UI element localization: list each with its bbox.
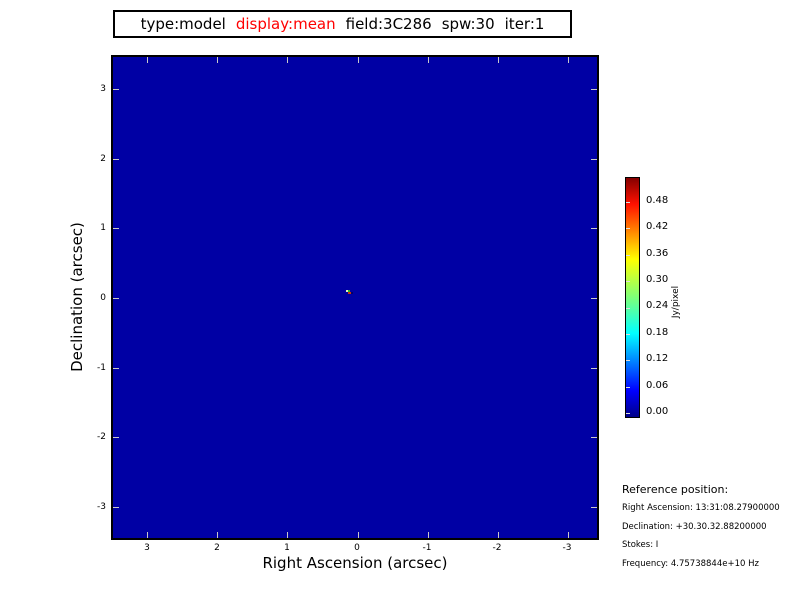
colorbar-tick: [626, 228, 630, 229]
tick-left: [113, 228, 119, 229]
y-tick-label: -3: [97, 502, 106, 512]
tick-top: [217, 57, 218, 63]
title-segment-display: display:mean: [235, 15, 336, 33]
x-axis-label: Right Ascension (arcsec): [262, 554, 448, 572]
tick-bottom: [147, 532, 148, 538]
tick-right: [591, 89, 597, 90]
tick-right: [591, 159, 597, 160]
colorbar-tick-label: 0.36: [646, 248, 669, 259]
point-source-pixel: [346, 290, 348, 292]
colorbar-tick: [626, 387, 630, 388]
tick-left: [113, 159, 119, 160]
image-plot-area: [111, 55, 599, 540]
x-tick-label: 2: [214, 543, 220, 553]
reference-frequency: Frequency: 4.75738844e+10 Hz: [622, 558, 759, 569]
tick-top: [358, 57, 359, 63]
title-box: type:model display:mean field:3C286 spw:…: [113, 10, 572, 38]
colorbar-tick: [626, 255, 630, 256]
colorbar-tick-label: 0.30: [646, 274, 669, 285]
reference-dec: Declination: +30.30.32.88200000: [622, 521, 767, 532]
tick-left: [113, 89, 119, 90]
y-tick-label: 1: [100, 223, 106, 233]
colorbar: [625, 177, 640, 418]
tick-bottom: [287, 532, 288, 538]
tick-right: [591, 228, 597, 229]
tick-right: [591, 298, 597, 299]
x-tick-label: 0: [354, 543, 360, 553]
y-tick-label: 2: [100, 154, 106, 164]
title-segment-field: field:3C286: [345, 15, 432, 33]
colorbar-tick-label: 0.06: [646, 380, 669, 391]
colorbar-tick-label: 0.24: [646, 300, 669, 311]
colorbar-tick: [626, 281, 630, 282]
colorbar-tick-label: 0.18: [646, 327, 669, 338]
x-tick-label: 3: [144, 543, 150, 553]
y-tick-label: -1: [97, 363, 106, 373]
tick-bottom: [217, 532, 218, 538]
title-segment-type: type:model: [140, 15, 226, 33]
reference-position-block: Reference position: Right Ascension: 13:…: [622, 483, 798, 577]
reference-stokes: Stokes: I: [622, 540, 659, 550]
y-axis-label: Declination (arcsec): [68, 222, 86, 372]
point-source-pixel: [348, 290, 350, 292]
x-tick-label: 1: [284, 543, 290, 553]
tick-left: [113, 298, 119, 299]
tick-top: [428, 57, 429, 63]
tick-top: [147, 57, 148, 63]
title-segment-iter: iter:1: [504, 15, 545, 33]
point-source-pixel: [351, 292, 353, 294]
colorbar-tick: [626, 308, 630, 309]
tick-bottom: [358, 532, 359, 538]
colorbar-tick: [626, 202, 630, 203]
title-segment-spw: spw:30: [441, 15, 495, 33]
point-source-pixel: [348, 292, 351, 294]
y-tick-label: -2: [97, 432, 106, 442]
tick-bottom: [568, 532, 569, 538]
tick-top: [287, 57, 288, 63]
y-tick-label: 3: [100, 84, 106, 94]
colorbar-unit-label: Jy/pixel: [671, 285, 681, 319]
colorbar-tick: [626, 334, 630, 335]
colorbar-tick: [626, 413, 630, 414]
colorbar-tick-label: 0.48: [646, 195, 669, 206]
colorbar-tick-label: 0.42: [646, 221, 669, 232]
tick-bottom: [428, 532, 429, 538]
tick-left: [113, 507, 119, 508]
x-tick-label: -3: [562, 543, 572, 553]
tick-right: [591, 368, 597, 369]
x-tick-label: -1: [422, 543, 432, 553]
tick-right: [591, 437, 597, 438]
tick-top: [568, 57, 569, 63]
x-tick-label: -2: [492, 543, 502, 553]
tick-bottom: [498, 532, 499, 538]
tick-top: [498, 57, 499, 63]
y-tick-label: 0: [100, 293, 106, 303]
reference-ra: Right Ascension: 13:31:08.27900000: [622, 503, 780, 513]
tick-left: [113, 368, 119, 369]
tick-left: [113, 437, 119, 438]
tick-right: [591, 507, 597, 508]
colorbar-tick: [626, 360, 630, 361]
reference-heading: Reference position:: [622, 483, 729, 496]
colorbar-tick-label: 0.12: [646, 353, 669, 364]
colorbar-tick-label: 0.00: [646, 406, 669, 417]
